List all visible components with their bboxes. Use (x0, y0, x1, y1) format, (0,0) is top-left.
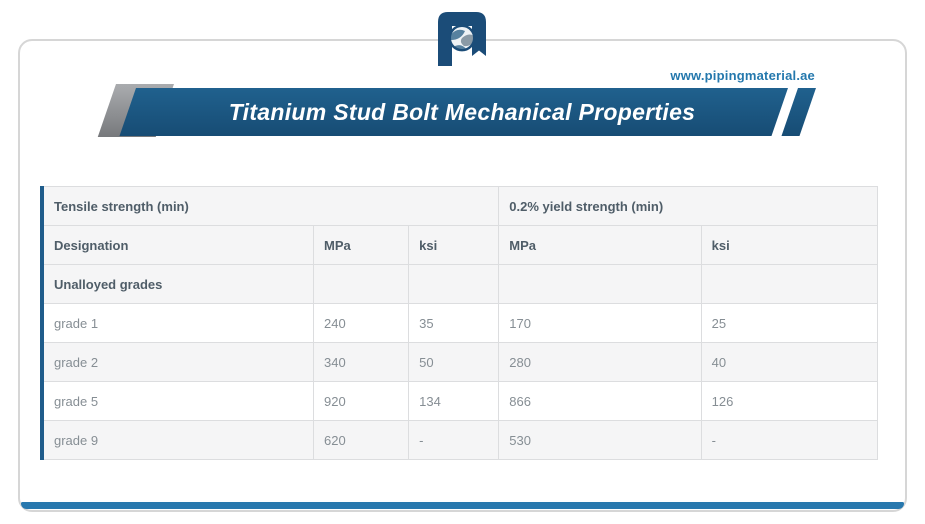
cell-yield-mpa: 866 (498, 381, 702, 421)
cell-designation: grade 9 (41, 420, 314, 460)
cell-tensile-mpa: 340 (312, 342, 410, 382)
cell-tensile-ksi: 35 (408, 303, 500, 343)
section-label: Unalloyed grades (41, 264, 314, 304)
section-empty-cell (498, 264, 702, 304)
page-title: Titanium Stud Bolt Mechanical Properties (228, 99, 696, 125)
group-header-yield: 0.2% yield strength (min) (498, 186, 878, 226)
cell-tensile-ksi: - (408, 420, 500, 460)
cell-tensile-ksi: 134 (408, 381, 500, 421)
col-header-tensile-mpa: MPa (312, 225, 410, 265)
table-row: grade 2 340 50 280 40 (41, 342, 879, 382)
cell-tensile-mpa: 620 (312, 420, 410, 460)
cell-yield-mpa: 280 (498, 342, 702, 382)
group-header-row: Tensile strength (min) 0.2% yield streng… (41, 186, 878, 226)
table-row: grade 1 240 35 170 25 (41, 303, 879, 343)
piping-material-logo (426, 6, 498, 68)
section-empty-cell (700, 264, 879, 304)
site-url-link[interactable]: www.pipingmaterial.ae (670, 68, 815, 83)
cell-yield-ksi: - (700, 420, 879, 460)
group-header-tensile: Tensile strength (min) (41, 186, 500, 226)
section-empty-cell (408, 264, 500, 304)
section-empty-cell (312, 264, 410, 304)
content-card: www.pipingmaterial.ae Titanium Stud Bolt… (18, 39, 907, 512)
col-header-designation: Designation (41, 225, 314, 265)
cell-tensile-mpa: 240 (312, 303, 410, 343)
cell-designation: grade 5 (41, 381, 314, 421)
col-header-tensile-ksi: ksi (408, 225, 500, 265)
cell-yield-ksi: 40 (700, 342, 879, 382)
cell-yield-ksi: 25 (700, 303, 879, 343)
cell-tensile-ksi: 50 (408, 342, 500, 382)
cell-designation: grade 2 (41, 342, 314, 382)
col-header-yield-mpa: MPa (498, 225, 702, 265)
cell-yield-mpa: 530 (498, 420, 702, 460)
cell-yield-mpa: 170 (498, 303, 702, 343)
cell-yield-ksi: 126 (700, 381, 879, 421)
cell-designation: grade 1 (41, 303, 314, 343)
logo-p-globe-icon (438, 12, 486, 66)
section-row: Unalloyed grades (41, 264, 879, 304)
column-header-row: Designation MPa ksi MPa ksi (41, 225, 879, 265)
table-row: grade 9 620 - 530 - (41, 420, 879, 460)
mechanical-properties-table: Tensile strength (min) 0.2% yield streng… (40, 186, 879, 460)
cell-tensile-mpa: 920 (312, 381, 410, 421)
bottom-accent-bar (21, 502, 904, 509)
col-header-yield-ksi: ksi (700, 225, 879, 265)
table-row: grade 5 920 134 866 126 (41, 381, 879, 421)
title-banner: Titanium Stud Bolt Mechanical Properties (97, 84, 845, 140)
